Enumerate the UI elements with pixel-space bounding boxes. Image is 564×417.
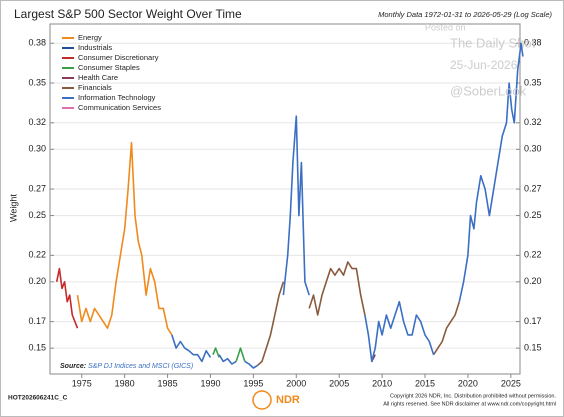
y-tick-label: 0.27 — [524, 183, 542, 193]
x-tick-label: 1980 — [115, 378, 135, 388]
legend-label: Financials — [78, 83, 112, 92]
legend-label: Consumer Discretionary — [78, 53, 159, 62]
series-line — [257, 261, 461, 366]
x-tick-label: 1995 — [243, 378, 263, 388]
copyright: Copyright 2026 NDR, Inc. Distribution pr… — [390, 393, 556, 399]
x-tick-label: 2025 — [501, 378, 521, 388]
y-tick-label: 0.22 — [28, 250, 46, 260]
watermark: Posted on — [425, 22, 466, 32]
y-tick-label: 0.25 — [524, 210, 542, 220]
y-tick-label: 0.22 — [524, 250, 542, 260]
y-tick-label: 0.20 — [28, 276, 46, 286]
series-line — [212, 347, 246, 362]
legend-label: Health Care — [78, 73, 118, 82]
x-tick-label: 2010 — [372, 378, 392, 388]
y-axis-label: Weight — [8, 194, 18, 222]
y-tick-label: 0.27 — [28, 183, 46, 193]
x-tick-label: 2015 — [415, 378, 435, 388]
series-line — [76, 141, 173, 336]
x-tick-label: 1990 — [200, 378, 220, 388]
x-tick-label: 1975 — [72, 378, 92, 388]
legend-label: Industrials — [78, 43, 112, 52]
y-tick-label: 0.15 — [28, 342, 46, 352]
x-tick-label: 2000 — [286, 378, 306, 388]
x-tick-label: 2005 — [329, 378, 349, 388]
plot-frame — [49, 23, 521, 375]
y-tick-label: 0.25 — [28, 210, 46, 220]
series-line — [171, 42, 524, 369]
legend-label: Consumer Staples — [78, 63, 140, 72]
legend-label: Communication Services — [78, 103, 161, 112]
chart-subtitle: Monthly Data 1972-01-31 to 2026-05-29 (L… — [378, 10, 552, 19]
x-tick-label: 2020 — [458, 378, 478, 388]
y-tick-label: 0.17 — [524, 316, 542, 326]
copyright: All rights reserved. See NDR disclaimer … — [383, 401, 556, 407]
y-tick-label: 0.17 — [28, 316, 46, 326]
x-tick-label: 1985 — [158, 378, 178, 388]
chart-code: HOT202606241C_C — [8, 395, 68, 402]
y-tick-label: 0.38 — [28, 38, 46, 48]
source-label: Source: — [60, 363, 86, 370]
legend-label: Energy — [78, 33, 102, 42]
watermark: The Daily Shot — [450, 35, 536, 50]
watermark: 25-Jun-2026 — [450, 58, 518, 72]
chart-title: Largest S&P 500 Sector Weight Over Time — [14, 7, 242, 21]
source: S&P DJ Indices and MSCI (GICS) — [88, 363, 193, 370]
logo: NDR — [276, 394, 300, 406]
watermark: @SoberLook — [450, 83, 527, 98]
y-tick-label: 0.35 — [28, 77, 46, 87]
series-line — [55, 267, 79, 329]
y-tick-label: 0.32 — [524, 117, 542, 127]
legend-label: Information Technology — [78, 93, 156, 102]
y-tick-label: 0.32 — [28, 117, 46, 127]
y-tick-label: 0.38 — [524, 38, 542, 48]
y-tick-label: 0.30 — [28, 144, 46, 154]
y-tick-label: 0.20 — [524, 276, 542, 286]
y-tick-label: 0.35 — [524, 77, 542, 87]
y-tick-label: 0.15 — [524, 342, 542, 352]
logo-icon — [252, 390, 272, 410]
y-tick-label: 0.30 — [524, 144, 542, 154]
